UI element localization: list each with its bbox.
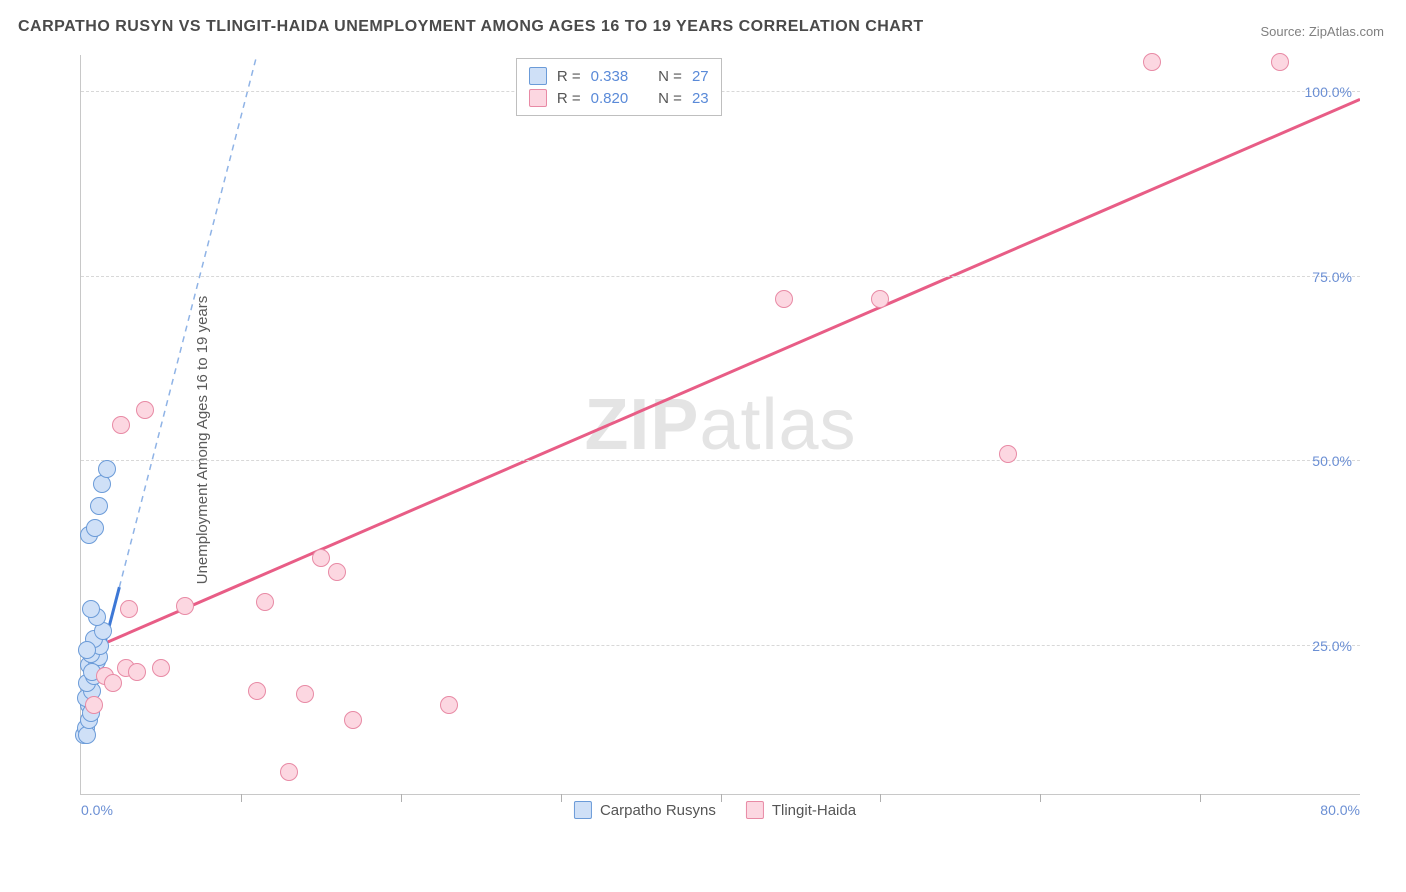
x-tick-label: 0.0% [81, 802, 113, 818]
watermark-thin: atlas [699, 385, 856, 465]
stat-r-value: 0.338 [591, 68, 629, 85]
data-point [128, 663, 146, 681]
x-tick [241, 794, 242, 802]
watermark-bold: ZIP [584, 385, 699, 465]
data-point [344, 711, 362, 729]
data-point [176, 597, 194, 615]
scatter-plot: ZIPatlas 25.0%50.0%75.0%100.0%0.0%80.0%R… [80, 55, 1360, 795]
y-tick-label: 50.0% [1312, 453, 1352, 469]
stats-row: R = 0.338 N = 27 [529, 65, 709, 87]
x-tick [1200, 794, 1201, 802]
trend-lines [81, 55, 1360, 794]
data-point [328, 563, 346, 581]
stat-r-label: R = [557, 68, 581, 85]
data-point [136, 401, 154, 419]
stat-n-label: N = [658, 90, 682, 107]
data-point [296, 685, 314, 703]
data-point [312, 549, 330, 567]
x-tick-label: 80.0% [1320, 802, 1360, 818]
legend-item: Carpatho Rusyns [574, 801, 716, 819]
legend-swatch [746, 801, 764, 819]
data-point [775, 290, 793, 308]
stats-box: R = 0.338 N = 27 R = 0.820 N = 23 [516, 58, 722, 116]
data-point [78, 641, 96, 659]
chart-title: CARPATHO RUSYN VS TLINGIT-HAIDA UNEMPLOY… [18, 18, 924, 36]
legend-label: Tlingit-Haida [772, 802, 856, 819]
chart-area: Unemployment Among Ages 16 to 19 years Z… [50, 55, 1380, 825]
data-point [152, 659, 170, 677]
legend-swatch [529, 89, 547, 107]
data-point [248, 682, 266, 700]
data-point [104, 674, 122, 692]
data-point [999, 445, 1017, 463]
x-tick [1040, 794, 1041, 802]
data-point [82, 600, 100, 618]
bottom-legend: Carpatho Rusyns Tlingit-Haida [574, 801, 856, 819]
data-point [85, 696, 103, 714]
x-tick [401, 794, 402, 802]
data-point [112, 416, 130, 434]
stat-r-value: 0.820 [591, 90, 629, 107]
data-point [280, 763, 298, 781]
data-point [86, 519, 104, 537]
x-tick [880, 794, 881, 802]
data-point [120, 600, 138, 618]
y-tick-label: 75.0% [1312, 269, 1352, 285]
stats-row: R = 0.820 N = 23 [529, 87, 709, 109]
data-point [256, 593, 274, 611]
y-tick-label: 100.0% [1305, 84, 1352, 100]
data-point [440, 696, 458, 714]
data-point [871, 290, 889, 308]
source-label: Source: ZipAtlas.com [1260, 24, 1384, 39]
gridline [81, 460, 1360, 461]
x-tick [561, 794, 562, 802]
gridline [81, 276, 1360, 277]
stat-r-label: R = [557, 90, 581, 107]
stat-n-label: N = [658, 68, 682, 85]
data-point [1271, 53, 1289, 71]
stat-n-value: 27 [692, 68, 709, 85]
watermark: ZIPatlas [584, 384, 856, 466]
gridline [81, 645, 1360, 646]
data-point [1143, 53, 1161, 71]
stat-n-value: 23 [692, 90, 709, 107]
legend-label: Carpatho Rusyns [600, 802, 716, 819]
data-point [98, 460, 116, 478]
legend-swatch [529, 67, 547, 85]
data-point [90, 497, 108, 515]
y-tick-label: 25.0% [1312, 638, 1352, 654]
legend-swatch [574, 801, 592, 819]
legend-item: Tlingit-Haida [746, 801, 856, 819]
